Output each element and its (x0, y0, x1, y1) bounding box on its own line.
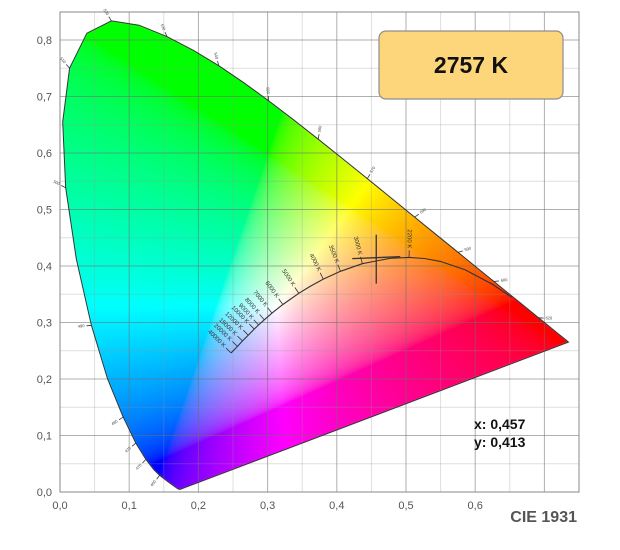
cct-tick (278, 298, 284, 305)
readout-y: y: 0,413 (474, 434, 526, 450)
wavelength-label: 570 (369, 165, 377, 174)
wavelength-tick (118, 416, 124, 421)
wavelength-label: 460 (149, 478, 157, 487)
wavelength-label: 470 (134, 462, 143, 471)
cct-label: 6000 K (263, 281, 279, 300)
wavelength-tick (366, 174, 371, 179)
cct-value: 2757 K (434, 52, 509, 78)
wavelength-label: 475 (124, 445, 133, 454)
wavelength-label: 480 (110, 418, 119, 426)
y-tick-label: 0,6 (37, 148, 52, 160)
y-tick-label: 0,3 (37, 318, 52, 330)
wavelength-tick (457, 250, 463, 253)
x-tick-label: 0,6 (468, 500, 483, 512)
cct-label: 3000 K (352, 236, 363, 256)
wavelength-label: 620 (545, 315, 553, 320)
wavelength-label: 520 (102, 8, 110, 17)
x-tick-label: 0,1 (122, 500, 137, 512)
cct-label: 5000 K (280, 269, 296, 288)
grid (60, 12, 579, 492)
cct-tick (319, 272, 324, 280)
x-tick-label: 0,5 (398, 500, 413, 512)
planckian-locus (230, 256, 513, 354)
spectral-locus (62, 20, 570, 490)
wavelength-tick (493, 280, 499, 282)
wavelength-label: 600 (500, 277, 508, 283)
wavelength-label: 490 (78, 323, 86, 329)
cct-tick (237, 335, 243, 342)
x-tick-label: 0,4 (329, 500, 344, 512)
wavelength-tick (414, 213, 419, 218)
cct-label: 4000 K (308, 253, 322, 273)
cct-tick (242, 329, 249, 336)
wavelength-label: 580 (419, 206, 428, 214)
cct-label: 2200 K (406, 229, 412, 248)
cct-tick (259, 314, 265, 321)
wavelength-tick (108, 16, 112, 22)
wavelength-label: 550 (265, 87, 271, 95)
y-tick-label: 0,4 (37, 261, 52, 273)
y-tick-label: 0,0 (37, 487, 52, 499)
y-tick-label: 0,1 (37, 431, 52, 443)
x-tick-label: 0,3 (260, 500, 275, 512)
plot-frame (59, 11, 580, 493)
cct-box (378, 30, 564, 100)
wavelength-tick (217, 60, 220, 66)
y-tick-label: 0,7 (37, 92, 52, 104)
point-marker (352, 234, 401, 284)
wavelength-tick (142, 459, 147, 464)
wavelength-tick (164, 31, 168, 37)
cct-label: 3500 K (327, 244, 340, 264)
y-tick-label: 0,2 (37, 374, 52, 386)
wavelength-label: 510 (59, 56, 68, 65)
readout-x: x: 0,457 (474, 416, 526, 432)
wavelength-label: 540 (213, 52, 220, 61)
cct-tick (232, 341, 238, 347)
wavelength-label: 560 (317, 124, 323, 132)
axis-ticks: 0,0 0,1 0,2 0,3 0,4 0,5 0,6 0,0 0,1 0,2 0,3 0,4 0,5 0… (37, 35, 483, 512)
cct-tick (267, 307, 273, 314)
cct-tick (225, 347, 232, 354)
cct-tick (253, 319, 259, 326)
wavelength-tick (61, 185, 66, 189)
wavelength-label: 590 (464, 245, 473, 252)
cct-tick (294, 287, 300, 294)
wavelength-label: 530 (160, 23, 168, 32)
cct-tick (337, 264, 341, 272)
y-tick-label: 0,8 (37, 35, 52, 47)
wavelength-label: 500 (53, 179, 62, 187)
wavelength-tick (65, 64, 70, 69)
cct-tick (249, 323, 255, 330)
y-tick-label: 0,5 (37, 205, 52, 217)
wavelength-tick (317, 134, 320, 140)
x-tick-label: 0,2 (191, 500, 206, 512)
wavelength-tick (131, 442, 137, 447)
wavelength-tick (156, 474, 160, 480)
x-tick-label: 0,0 (52, 500, 67, 512)
chart-title: CIE 1931 (510, 509, 577, 526)
